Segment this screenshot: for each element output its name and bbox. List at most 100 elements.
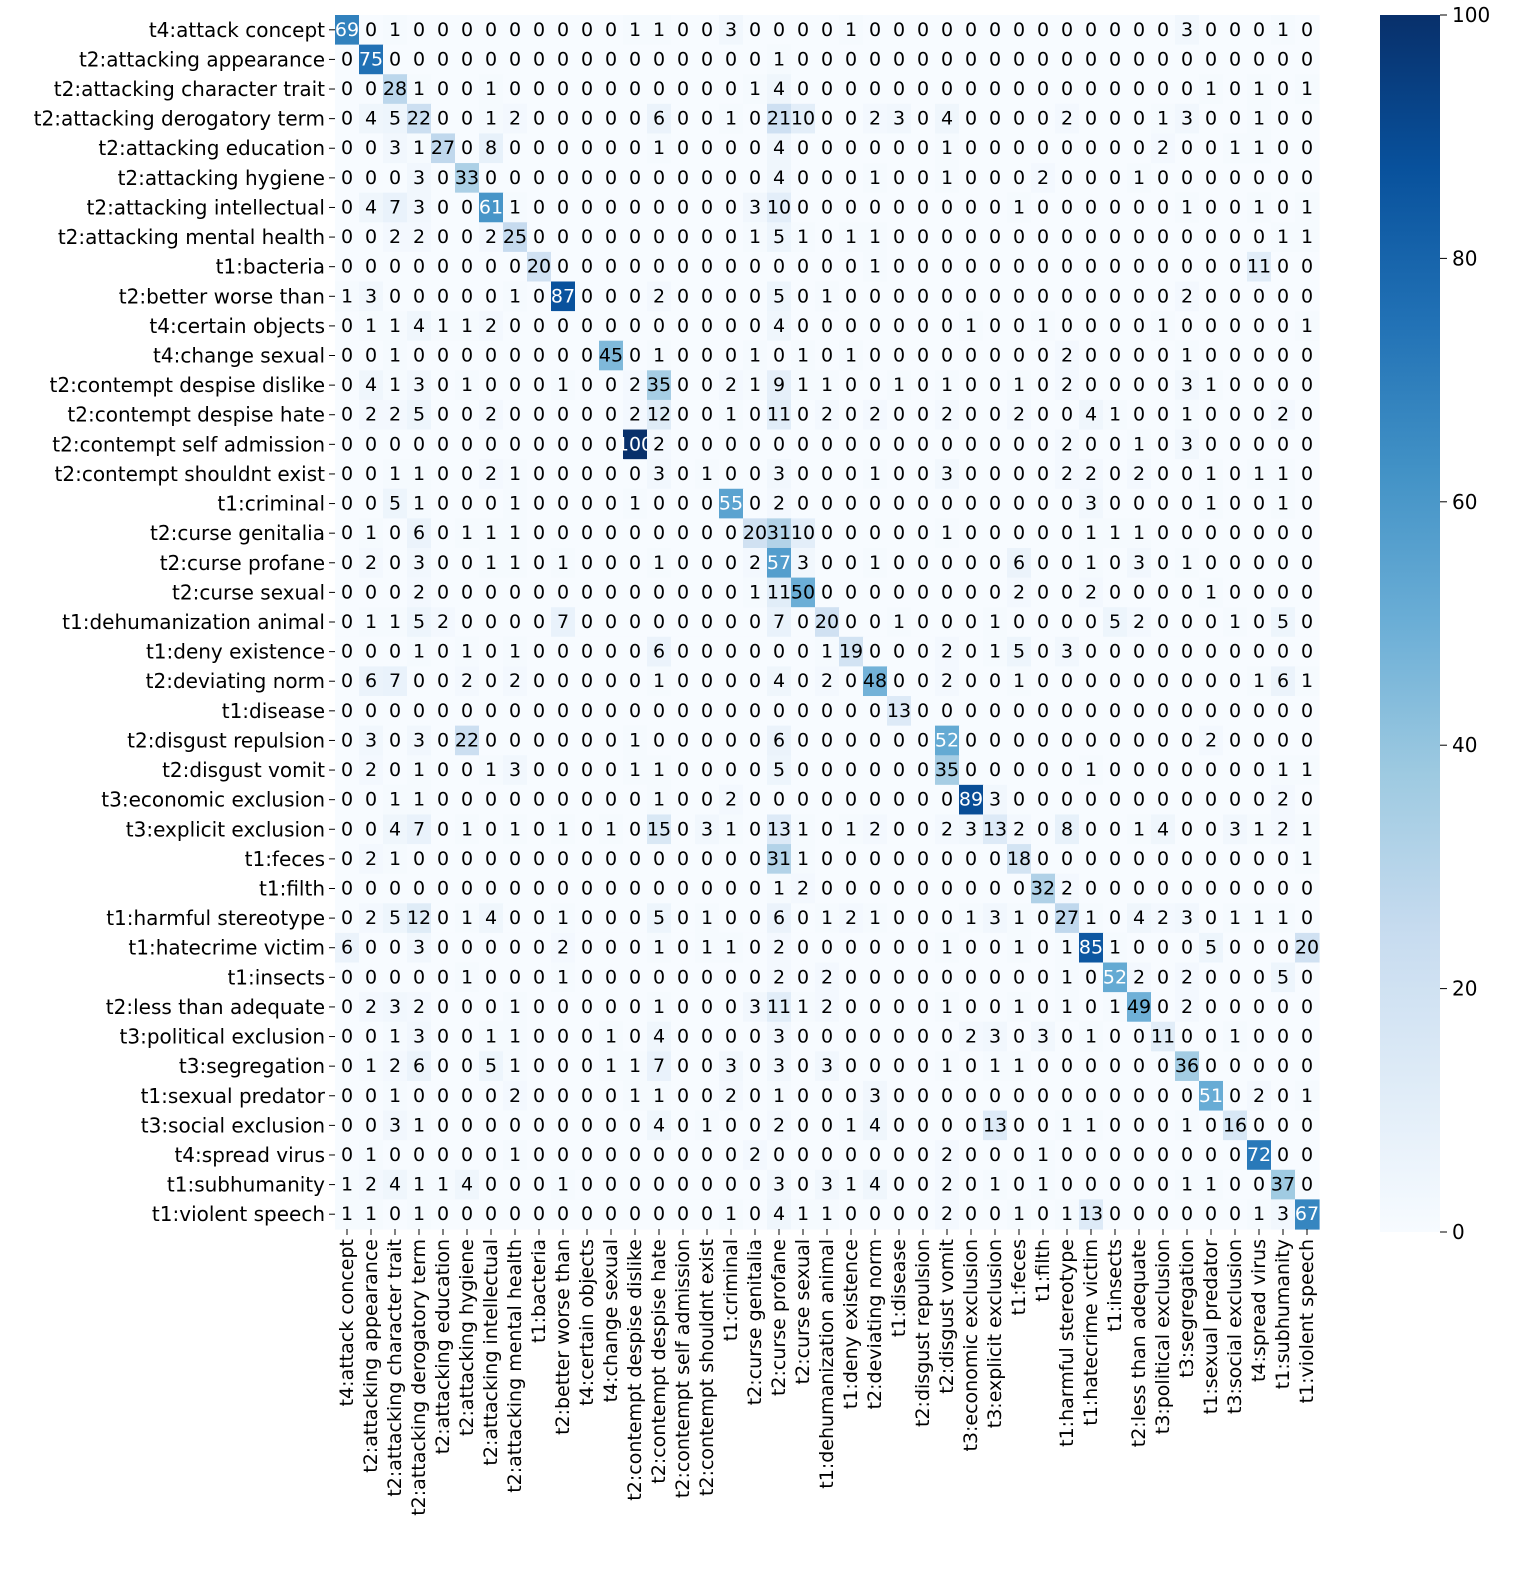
cell-value-label: 1 xyxy=(797,818,809,840)
cell-value-label: 0 xyxy=(1037,108,1049,130)
cell-value-label: 0 xyxy=(461,108,473,130)
cell-value-label: 0 xyxy=(437,729,449,751)
cell-value-label: 0 xyxy=(1085,818,1097,840)
cell-value-label: 1 xyxy=(1301,759,1313,781)
x-tick-label: t2:deviating norm xyxy=(864,1239,886,1409)
heatmap-cell xyxy=(431,15,456,46)
heatmap-cell xyxy=(695,251,720,283)
heatmap-cell xyxy=(455,44,480,75)
cell-value-label: 0 xyxy=(1277,581,1289,603)
cell-value-label: 0 xyxy=(365,937,377,959)
heatmap-cell xyxy=(791,133,816,164)
heatmap-cell xyxy=(1247,163,1272,194)
y-tick-label: t3:social exclusion xyxy=(141,1113,325,1137)
cell-value-label: 0 xyxy=(581,404,593,426)
cell-value-label: 1 xyxy=(1277,19,1289,41)
cell-value-label: 0 xyxy=(845,433,857,455)
cell-value-label: 0 xyxy=(413,966,425,988)
cell-value-label: 1 xyxy=(485,759,497,781)
cell-value-label: 0 xyxy=(677,345,689,367)
cell-value-label: 3 xyxy=(413,937,425,959)
cell-value-label: 0 xyxy=(1181,581,1193,603)
cell-value-label: 1 xyxy=(1133,167,1145,189)
cell-value-label: 0 xyxy=(1133,1203,1145,1225)
heatmap-cell xyxy=(527,251,552,283)
cell-value-label: 5 xyxy=(1277,966,1289,988)
cell-value-label: 2 xyxy=(941,404,953,426)
heatmap-cell xyxy=(1103,103,1128,135)
cell-value-label: 0 xyxy=(893,256,905,278)
cell-value-label: 0 xyxy=(1157,848,1169,870)
cell-value-label: 3 xyxy=(413,1026,425,1048)
cell-value-label: 5 xyxy=(1013,641,1025,663)
cell-value-label: 0 xyxy=(701,493,713,515)
cell-value-label: 1 xyxy=(893,374,905,396)
cell-value-label: 0 xyxy=(1277,729,1289,751)
cell-value-label: 3 xyxy=(1277,1203,1289,1225)
cell-value-label: 0 xyxy=(821,226,833,248)
cell-value-label: 0 xyxy=(917,196,929,218)
heatmap-cell xyxy=(1271,133,1296,164)
cell-value-label: 0 xyxy=(845,877,857,899)
cell-value-label: 0 xyxy=(1109,700,1121,722)
cell-value-label: 0 xyxy=(437,256,449,278)
cell-value-label: 0 xyxy=(1133,493,1145,515)
cell-value-label: 0 xyxy=(461,78,473,100)
cell-value-label: 0 xyxy=(893,433,905,455)
cell-value-label: 0 xyxy=(1157,1174,1169,1196)
cell-value-label: 1 xyxy=(1301,226,1313,248)
cell-value-label: 0 xyxy=(1229,581,1241,603)
cell-value-label: 0 xyxy=(1253,1055,1265,1077)
cell-value-label: 0 xyxy=(989,285,1001,307)
heatmap-cell xyxy=(743,74,768,105)
heatmap-cell xyxy=(863,15,888,46)
cell-value-label: 0 xyxy=(605,1114,617,1136)
cell-value-label: 0 xyxy=(365,700,377,722)
cell-value-label: 0 xyxy=(749,1203,761,1225)
heatmap-cell xyxy=(911,15,936,46)
cell-value-label: 0 xyxy=(365,641,377,663)
cell-value-label: 3 xyxy=(701,818,713,840)
cell-value-label: 0 xyxy=(869,996,881,1018)
cell-value-label: 0 xyxy=(989,1203,1001,1225)
cell-value-label: 1 xyxy=(629,493,641,515)
cell-value-label: 61 xyxy=(479,196,503,218)
heatmap-cell xyxy=(839,103,864,135)
cell-value-label: 0 xyxy=(533,48,545,70)
cell-value-label: 1 xyxy=(629,729,641,751)
cell-value-label: 1 xyxy=(365,1203,377,1225)
cell-value-label: 1 xyxy=(845,226,857,248)
cell-value-label: 6 xyxy=(1277,670,1289,692)
heatmap-cell xyxy=(383,222,408,253)
cell-value-label: 0 xyxy=(1253,167,1265,189)
cell-value-label: 0 xyxy=(677,315,689,337)
cell-value-label: 0 xyxy=(461,848,473,870)
cell-value-label: 2 xyxy=(1133,463,1145,485)
cell-value-label: 1 xyxy=(509,493,521,515)
cell-value-label: 0 xyxy=(869,19,881,41)
heatmap-cell xyxy=(647,103,672,135)
cell-value-label: 1 xyxy=(1013,996,1025,1018)
cell-value-label: 0 xyxy=(1181,848,1193,870)
heatmap-cell xyxy=(719,15,744,46)
cell-value-label: 0 xyxy=(341,345,353,367)
heatmap-cell xyxy=(1055,133,1080,164)
cell-value-label: 0 xyxy=(1061,48,1073,70)
cell-value-label: 0 xyxy=(485,256,497,278)
y-tick-label: t2:less than adequate xyxy=(106,995,325,1019)
heatmap-cell xyxy=(719,74,744,105)
heatmap-cell xyxy=(935,192,960,223)
cell-value-label: 0 xyxy=(869,315,881,337)
cell-value-label: 0 xyxy=(581,196,593,218)
cell-value-label: 0 xyxy=(677,907,689,929)
heatmap-cell xyxy=(599,133,624,164)
heatmap-cell xyxy=(983,192,1008,223)
cell-value-label: 0 xyxy=(893,285,905,307)
cell-value-label: 0 xyxy=(845,581,857,603)
cell-value-label: 0 xyxy=(677,404,689,426)
cell-value-label: 1 xyxy=(1205,374,1217,396)
heatmap-cell xyxy=(743,103,768,135)
x-axis-tick-labels: t4:attack concept t2:attacking appearance… xyxy=(336,1229,1318,1516)
cell-value-label: 0 xyxy=(1229,1174,1241,1196)
cell-value-label: 0 xyxy=(629,463,641,485)
